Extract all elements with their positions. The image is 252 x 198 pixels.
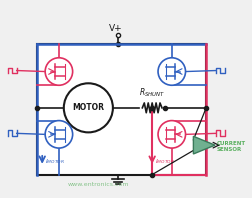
- Circle shape: [45, 58, 73, 85]
- Text: CURRENT
SENSOR: CURRENT SENSOR: [217, 141, 246, 151]
- Circle shape: [158, 58, 185, 85]
- Circle shape: [158, 121, 185, 148]
- Text: $R_{SHUNT}$: $R_{SHUNT}$: [139, 87, 165, 99]
- Text: V+: V+: [109, 24, 123, 33]
- Text: MOTOR: MOTOR: [72, 103, 104, 112]
- Text: www.entronics.com: www.entronics.com: [68, 182, 129, 187]
- Text: $I_{MOTOR}$: $I_{MOTOR}$: [155, 157, 175, 166]
- Text: $I_{MOTOR}$: $I_{MOTOR}$: [45, 157, 65, 166]
- Polygon shape: [193, 136, 215, 154]
- Circle shape: [45, 121, 73, 148]
- Bar: [37, 44, 206, 175]
- Circle shape: [64, 83, 113, 132]
